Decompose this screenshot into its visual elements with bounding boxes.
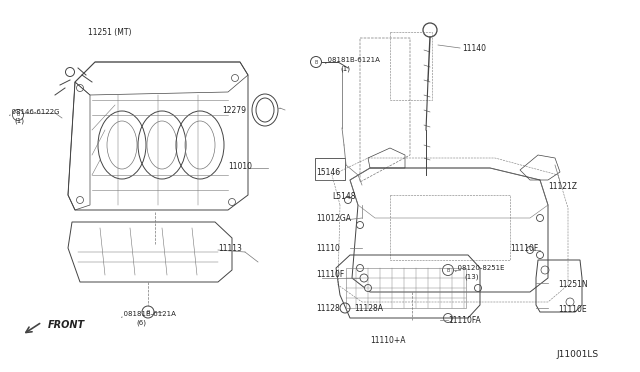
Text: B: B (314, 60, 317, 64)
Bar (390, 32, 432, 100)
Circle shape (356, 264, 364, 272)
Text: (1): (1) (14, 118, 24, 125)
Text: ¸08120-8251E: ¸08120-8251E (454, 264, 504, 271)
Bar (315, 158, 345, 180)
Text: (1): (1) (340, 66, 350, 73)
Circle shape (536, 251, 543, 259)
Text: 11110F: 11110F (316, 270, 344, 279)
Text: 11128: 11128 (316, 304, 340, 313)
Text: 11110: 11110 (316, 244, 340, 253)
Text: B: B (16, 112, 20, 118)
Circle shape (356, 221, 364, 228)
Text: 15146: 15146 (316, 168, 340, 177)
Text: (13): (13) (464, 274, 479, 280)
Text: 11110F: 11110F (510, 244, 538, 253)
Text: 11110FA: 11110FA (448, 316, 481, 325)
Text: 12279: 12279 (222, 106, 246, 115)
Text: ¸08181B-6121A: ¸08181B-6121A (120, 310, 176, 317)
Circle shape (365, 285, 371, 292)
Text: 11251N: 11251N (558, 280, 588, 289)
Text: 11113: 11113 (218, 244, 242, 253)
Text: 11110E: 11110E (558, 305, 587, 314)
Text: 11128A: 11128A (354, 304, 383, 313)
Text: L5148: L5148 (332, 192, 355, 201)
Text: J11001LS: J11001LS (556, 350, 598, 359)
Text: (6): (6) (136, 320, 146, 327)
Text: 11140: 11140 (462, 44, 486, 53)
Text: B: B (147, 310, 150, 314)
Text: FRONT: FRONT (48, 320, 85, 330)
Text: 11121Z: 11121Z (548, 182, 577, 191)
Circle shape (527, 247, 534, 253)
Text: ¸08181B-6121A: ¸08181B-6121A (324, 56, 380, 63)
Bar (346, 268, 466, 308)
Text: ¸08146-6122G: ¸08146-6122G (8, 108, 60, 115)
Text: 11010: 11010 (228, 162, 252, 171)
Bar (390, 195, 510, 260)
Text: 11012GA: 11012GA (316, 214, 351, 223)
Text: B: B (446, 267, 450, 273)
Circle shape (474, 285, 481, 292)
Text: 11110+A: 11110+A (370, 336, 406, 345)
Circle shape (536, 215, 543, 221)
Text: 11251 (MT): 11251 (MT) (88, 28, 131, 37)
